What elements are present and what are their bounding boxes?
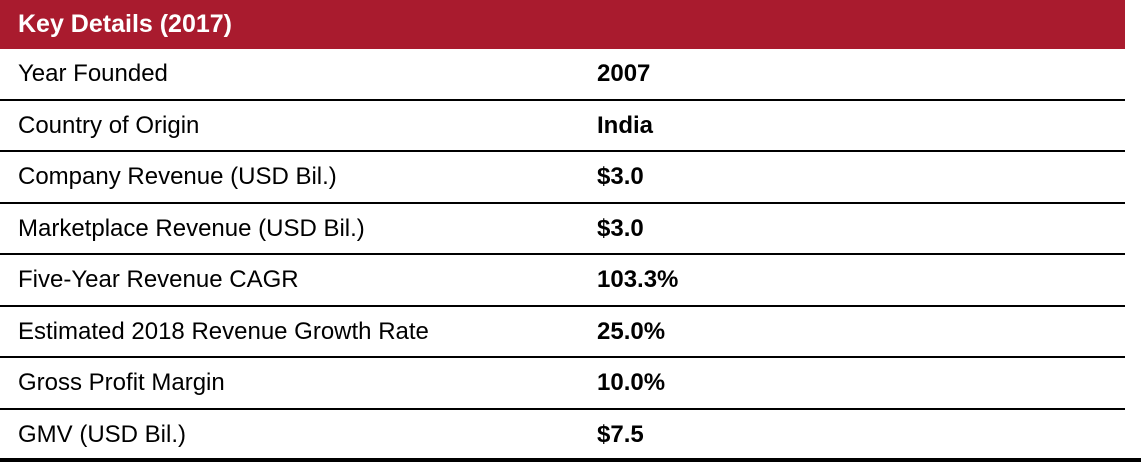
- key-details-table: Year Founded 2007 Country of Origin India …: [0, 49, 1125, 461]
- table-row: Company Revenue (USD Bil.) $3.0: [0, 152, 1125, 204]
- table-row: Year Founded 2007: [0, 49, 1125, 101]
- row-value: 25.0%: [597, 317, 666, 345]
- row-label: Five-Year Revenue CAGR: [18, 266, 299, 293]
- row-value: $3.0: [597, 163, 644, 190]
- table-row: GMV (USD Bil.) $7.5: [0, 410, 1125, 462]
- table-row: Marketplace Revenue (USD Bil.) $3.0: [0, 204, 1125, 255]
- table-title: Key Details (2017): [0, 0, 1125, 49]
- row-value: India: [597, 111, 654, 139]
- table-row: Estimated 2018 Revenue Growth Rate 25.0%: [0, 307, 1125, 358]
- row-label: Estimated 2018 Revenue Growth Rate: [18, 317, 429, 345]
- row-label: GMV (USD Bil.): [18, 420, 186, 448]
- row-value: $3.0: [597, 214, 644, 242]
- row-label: Marketplace Revenue (USD Bil.): [18, 214, 365, 242]
- table-bottom-rule: [0, 458, 1141, 462]
- row-label: Country of Origin: [18, 111, 200, 139]
- row-value: 103.3%: [597, 266, 679, 293]
- table-row: Country of Origin India: [0, 101, 1125, 152]
- row-value: 2007: [597, 60, 651, 87]
- row-label: Company Revenue (USD Bil.): [18, 163, 337, 190]
- row-value: $7.5: [597, 420, 644, 448]
- row-value: 10.0%: [597, 369, 666, 396]
- table-row: Gross Profit Margin 10.0%: [0, 358, 1125, 410]
- row-label: Year Founded: [18, 60, 168, 87]
- row-label: Gross Profit Margin: [18, 369, 225, 396]
- table-row: Five-Year Revenue CAGR 103.3%: [0, 255, 1125, 307]
